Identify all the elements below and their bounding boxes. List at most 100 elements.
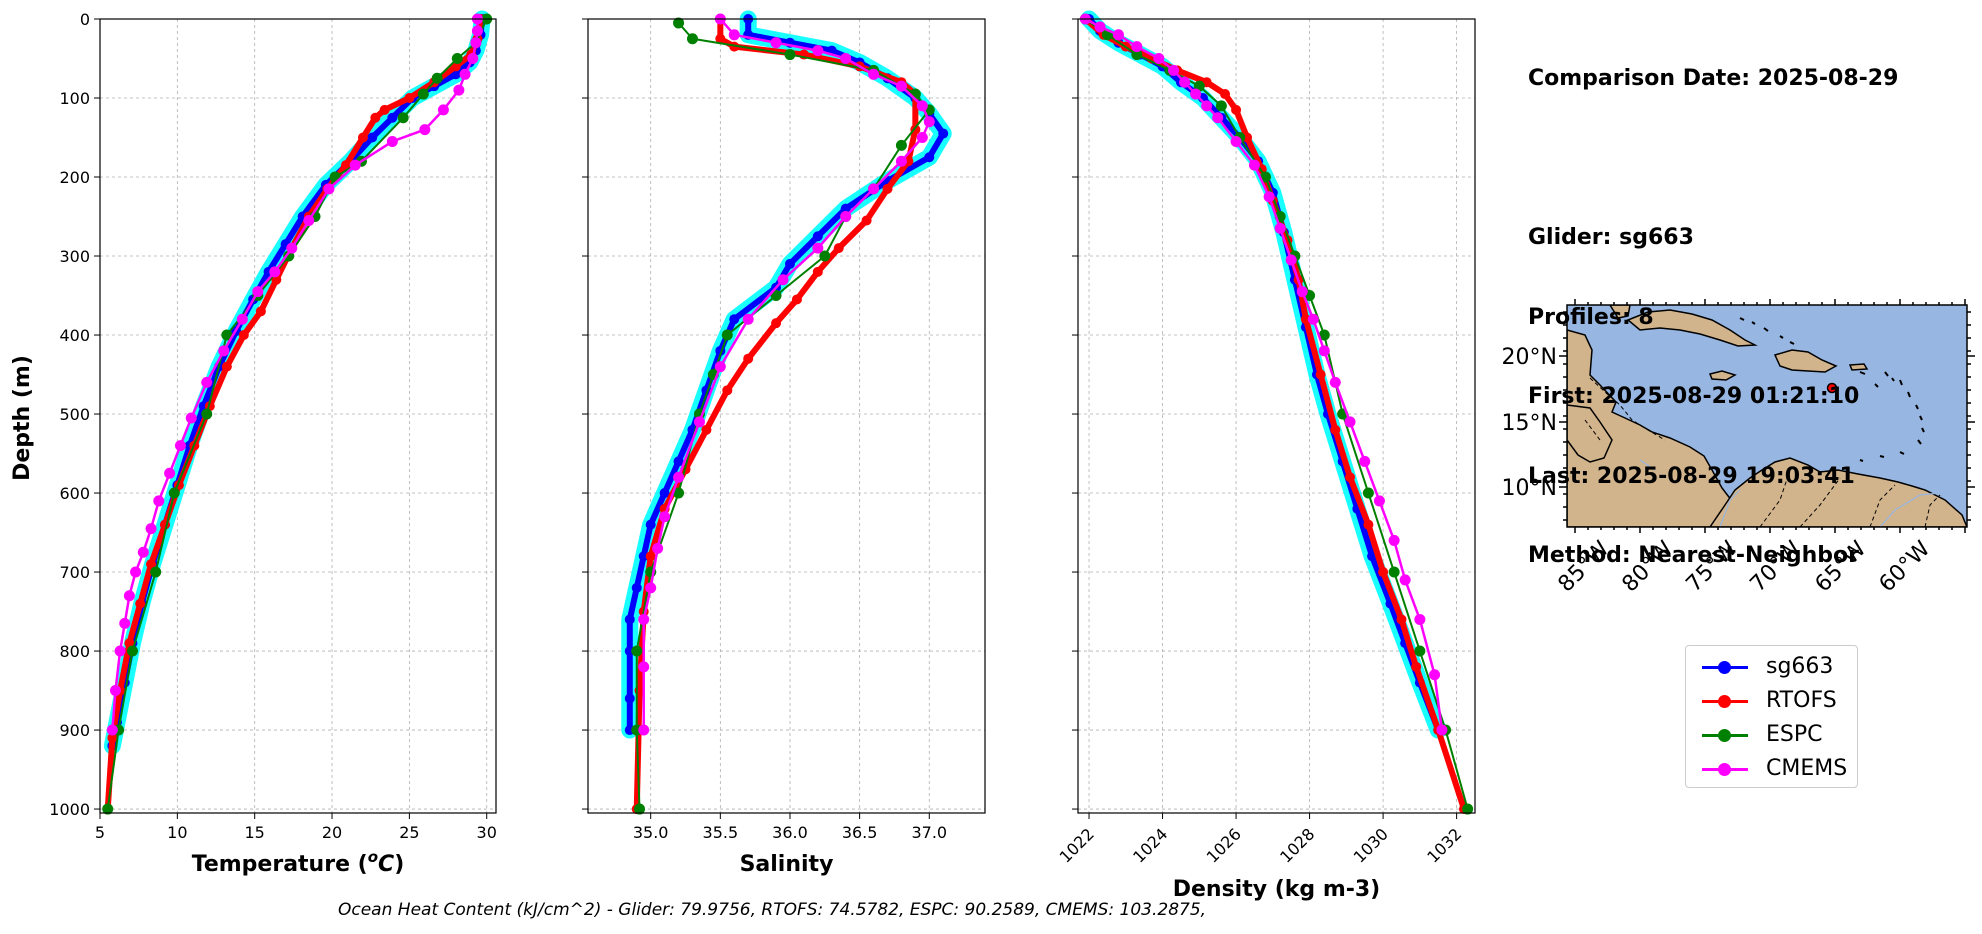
point-espc bbox=[784, 49, 796, 61]
point-cmems bbox=[770, 37, 782, 49]
point-cmems bbox=[923, 116, 935, 128]
axes-frame bbox=[99, 18, 497, 814]
legend-marker-rtofs bbox=[1718, 695, 1731, 708]
point-cmems bbox=[840, 53, 852, 65]
point-espc bbox=[895, 139, 907, 151]
legend-item-rtofs: RTOFS bbox=[1696, 684, 1856, 718]
point-espc bbox=[1362, 487, 1374, 499]
point-cmems bbox=[286, 242, 298, 254]
info-glider: Glider: sg663 bbox=[1528, 225, 1694, 250]
point-cmems bbox=[386, 135, 398, 147]
point-cmems bbox=[1274, 222, 1286, 234]
point-cmems bbox=[1248, 159, 1260, 171]
point-cmems bbox=[638, 661, 650, 673]
y-tick-label: 100 bbox=[59, 89, 90, 108]
point-espc bbox=[1414, 645, 1426, 657]
point-espc bbox=[631, 645, 643, 657]
point-cmems bbox=[1373, 495, 1385, 507]
point-rtofs bbox=[1345, 472, 1356, 483]
point-espc bbox=[770, 290, 782, 302]
map-land-cuba bbox=[1626, 309, 1758, 347]
point-sg663 bbox=[840, 203, 851, 214]
point-cmems bbox=[916, 132, 928, 144]
map-lat-label-10: 10°N bbox=[1502, 476, 1557, 501]
x-tick-label: 30 bbox=[477, 823, 497, 842]
point-cmems bbox=[868, 183, 880, 195]
point-sg663 bbox=[638, 551, 649, 562]
map-borders bbox=[1584, 377, 1941, 527]
map-lat-label-20: 20°N bbox=[1502, 345, 1557, 370]
point-cmems bbox=[130, 566, 142, 578]
point-cmems bbox=[1190, 88, 1202, 100]
x-tick-label: 1022 bbox=[1056, 824, 1098, 866]
point-rtofs bbox=[861, 215, 872, 226]
point-rtofs bbox=[221, 361, 232, 372]
y-tick-label: 400 bbox=[59, 326, 90, 345]
point-rtofs bbox=[238, 330, 249, 341]
point-rtofs bbox=[1220, 89, 1231, 100]
point-rtofs bbox=[357, 132, 368, 143]
point-sg663 bbox=[673, 456, 684, 467]
x-tick-label: 15 bbox=[245, 823, 265, 842]
point-espc bbox=[417, 88, 429, 100]
info-blank-line bbox=[1528, 146, 1898, 173]
series-line-cmems bbox=[642, 18, 931, 731]
x-tick-label: 36.0 bbox=[772, 823, 808, 842]
point-sg663 bbox=[729, 314, 740, 325]
point-cmems bbox=[645, 582, 657, 594]
degree-sign: o bbox=[368, 848, 378, 866]
point-cmems bbox=[1399, 574, 1411, 586]
series-spread-sg663 bbox=[621, 10, 952, 739]
point-rtofs bbox=[1363, 519, 1374, 530]
point-cmems bbox=[218, 345, 230, 357]
point-espc bbox=[431, 72, 443, 84]
point-cmems bbox=[164, 467, 176, 479]
point-cmems bbox=[109, 685, 121, 697]
series-line-sg663 bbox=[626, 19, 947, 731]
info-comparison-date: Comparison Date: 2025-08-29 bbox=[1528, 66, 1899, 91]
point-sg663 bbox=[938, 128, 949, 139]
x-tick-label: 25 bbox=[399, 823, 419, 842]
point-cmems bbox=[673, 471, 685, 483]
point-espc bbox=[634, 803, 646, 815]
point-espc bbox=[1259, 171, 1271, 183]
point-rtofs bbox=[135, 598, 146, 609]
point-cmems bbox=[812, 45, 824, 57]
info-last: Last: 2025-08-29 19:03:41 bbox=[1528, 463, 1855, 489]
point-espc bbox=[686, 33, 698, 45]
point-cmems bbox=[777, 274, 789, 286]
series-line-espc bbox=[106, 18, 488, 810]
profile-charts: 5 10 15 20 25 3001002003004005006007008009001… bbox=[10, 10, 1476, 902]
map-lat-label-15: 15°N bbox=[1502, 411, 1557, 436]
legend-item-cmems: CMEMS bbox=[1696, 752, 1856, 786]
x-tick-label: 1032 bbox=[1423, 824, 1465, 866]
series-spread-sg663 bbox=[1080, 10, 1447, 739]
point-cmems bbox=[119, 617, 131, 629]
point-rtofs bbox=[1411, 661, 1422, 672]
point-cmems bbox=[453, 84, 465, 96]
point-rtofs bbox=[404, 93, 415, 104]
point-cmems bbox=[728, 29, 740, 41]
point-sg663 bbox=[784, 258, 795, 269]
map-land-yucatan bbox=[1567, 404, 1613, 463]
point-cmems bbox=[437, 104, 449, 116]
point-cmems bbox=[1388, 534, 1400, 546]
info-first: First: 2025-08-29 01:21:10 bbox=[1528, 384, 1860, 409]
point-rtofs bbox=[1330, 424, 1341, 435]
point-cmems bbox=[1212, 112, 1224, 124]
y-tick-label: 600 bbox=[59, 484, 90, 503]
point-cmems bbox=[114, 645, 126, 657]
point-espc bbox=[126, 645, 138, 657]
point-cmems bbox=[868, 68, 880, 80]
point-cmems bbox=[693, 416, 705, 428]
point-cmems bbox=[1112, 29, 1124, 41]
point-cmems bbox=[1296, 286, 1308, 298]
point-rtofs bbox=[1378, 567, 1389, 578]
point-rtofs bbox=[1396, 614, 1407, 625]
point-espc bbox=[451, 53, 463, 65]
point-cmems bbox=[1329, 376, 1341, 388]
x-tick-label: 36.5 bbox=[842, 823, 878, 842]
point-rtofs bbox=[1231, 104, 1242, 115]
point-cmems bbox=[185, 412, 197, 424]
